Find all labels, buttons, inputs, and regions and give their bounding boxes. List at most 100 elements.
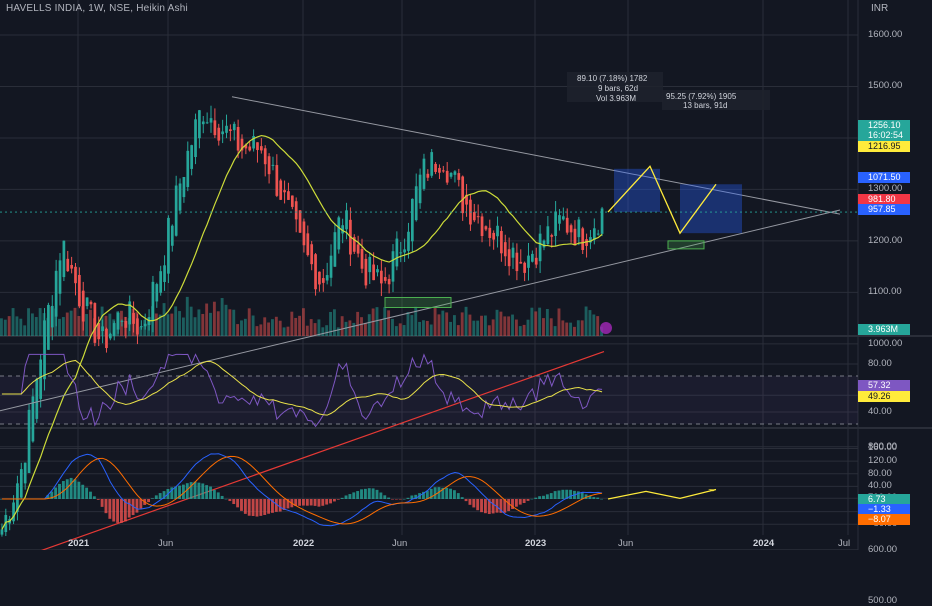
volume-bar [406, 312, 410, 336]
volume-bar [154, 313, 158, 336]
candle-body [496, 225, 499, 237]
volume-bar [526, 319, 530, 336]
macd-histogram-bar [274, 499, 278, 512]
candle-body [527, 255, 530, 268]
macd-histogram-bar [123, 499, 127, 522]
volume-bar [472, 320, 476, 336]
candle-body [465, 194, 468, 205]
candle-body [298, 210, 302, 233]
target-box [614, 168, 660, 213]
measure-2-bars: 13 bars, 91d [683, 101, 728, 110]
candle-body [380, 270, 383, 284]
candle-body [213, 120, 217, 136]
macd-histogram-bar [309, 499, 313, 506]
macd-histogram-bar [286, 499, 290, 509]
candle-body [27, 409, 31, 473]
volume-bar [511, 314, 514, 336]
macd-histogram-bar [549, 493, 553, 499]
macd-histogram-bar [278, 499, 282, 512]
candle-body [217, 127, 221, 141]
macd-histogram-bar [108, 499, 112, 519]
volume-bar [414, 306, 418, 336]
macd-histogram-bar [545, 494, 549, 499]
candle-body [414, 186, 418, 221]
candle-body [480, 216, 484, 236]
volume-bar [278, 320, 282, 336]
candle-body [259, 146, 263, 151]
candle-body [515, 252, 519, 272]
volume-bar [267, 322, 271, 336]
volume-bar [158, 314, 162, 336]
time-tick-label: Jun [158, 538, 174, 549]
volume-bar [507, 316, 511, 336]
macd-histogram-bar [383, 495, 387, 499]
chart-canvas[interactable] [0, 0, 932, 550]
volume-bar [23, 325, 27, 336]
volume-bar [379, 319, 383, 336]
candle-body [507, 249, 511, 267]
volume-bar [499, 311, 503, 336]
macd-histogram-bar [154, 495, 158, 499]
candle-body [85, 297, 89, 307]
volume-tag: 3.963M [858, 324, 910, 335]
macd-histogram-bar [356, 491, 360, 499]
macd-histogram-bar [73, 479, 77, 499]
volume-bar [456, 325, 460, 336]
volume-bar [491, 319, 495, 336]
candle-body [391, 251, 395, 282]
volume-bar [584, 306, 588, 336]
candle-body [198, 110, 201, 139]
candle-body [39, 359, 43, 399]
measure-1-bars: 9 bars, 62d [598, 84, 639, 93]
candle-body [240, 138, 244, 151]
candle-body [321, 278, 325, 283]
volume-bar [553, 326, 557, 336]
macd-histogram-bar [189, 482, 193, 499]
rsi-tick-label: 80.00 [868, 358, 892, 369]
macd-histogram-bar [495, 499, 499, 513]
volume-bar [15, 316, 19, 336]
candle-body [139, 326, 143, 328]
macd-tick-label: 160.00 [868, 442, 898, 454]
candle-body [132, 312, 135, 324]
candle-body [74, 266, 77, 284]
macd-histogram-bar [224, 498, 228, 500]
volume-bar [205, 303, 209, 336]
volume-bar [197, 309, 201, 336]
macd-histogram-bar [46, 495, 50, 499]
support-box [384, 296, 452, 308]
candle-body [124, 320, 128, 328]
volume-bar [209, 312, 212, 336]
rsi-tag: 57.32 [858, 380, 910, 391]
price-tag: 16:02:54 [858, 130, 910, 141]
candle-body [523, 262, 526, 273]
candle-body [108, 333, 112, 339]
volume-bar [178, 311, 181, 336]
volume-bar [185, 296, 189, 336]
macd-histogram-bar [313, 499, 317, 506]
volume-bar [422, 320, 425, 336]
macd-histogram-bar [85, 487, 89, 499]
volume-bar [11, 308, 15, 336]
volume-bar [89, 309, 92, 336]
price-tick-label: 1600.00 [868, 29, 903, 40]
volume-bar [542, 318, 545, 336]
macd-histogram-bar [441, 487, 445, 499]
volume-bar [522, 324, 526, 336]
macd-histogram-bar [104, 499, 108, 514]
candle-body [534, 257, 538, 265]
volume-bar [69, 310, 73, 336]
candle-body [589, 237, 592, 243]
macd-histogram-bar [507, 499, 511, 512]
candle-body [550, 235, 554, 237]
macd-histogram-bar [542, 495, 545, 499]
macd-histogram-bar [363, 488, 367, 499]
volume-bar [38, 308, 42, 336]
volume-bar [410, 315, 414, 336]
candle-body [368, 256, 372, 273]
macd-histogram-bar [116, 499, 120, 523]
upper-trendline [231, 96, 841, 215]
candle-body [453, 171, 457, 175]
candle-body [105, 328, 108, 349]
volume-bar [27, 308, 30, 336]
